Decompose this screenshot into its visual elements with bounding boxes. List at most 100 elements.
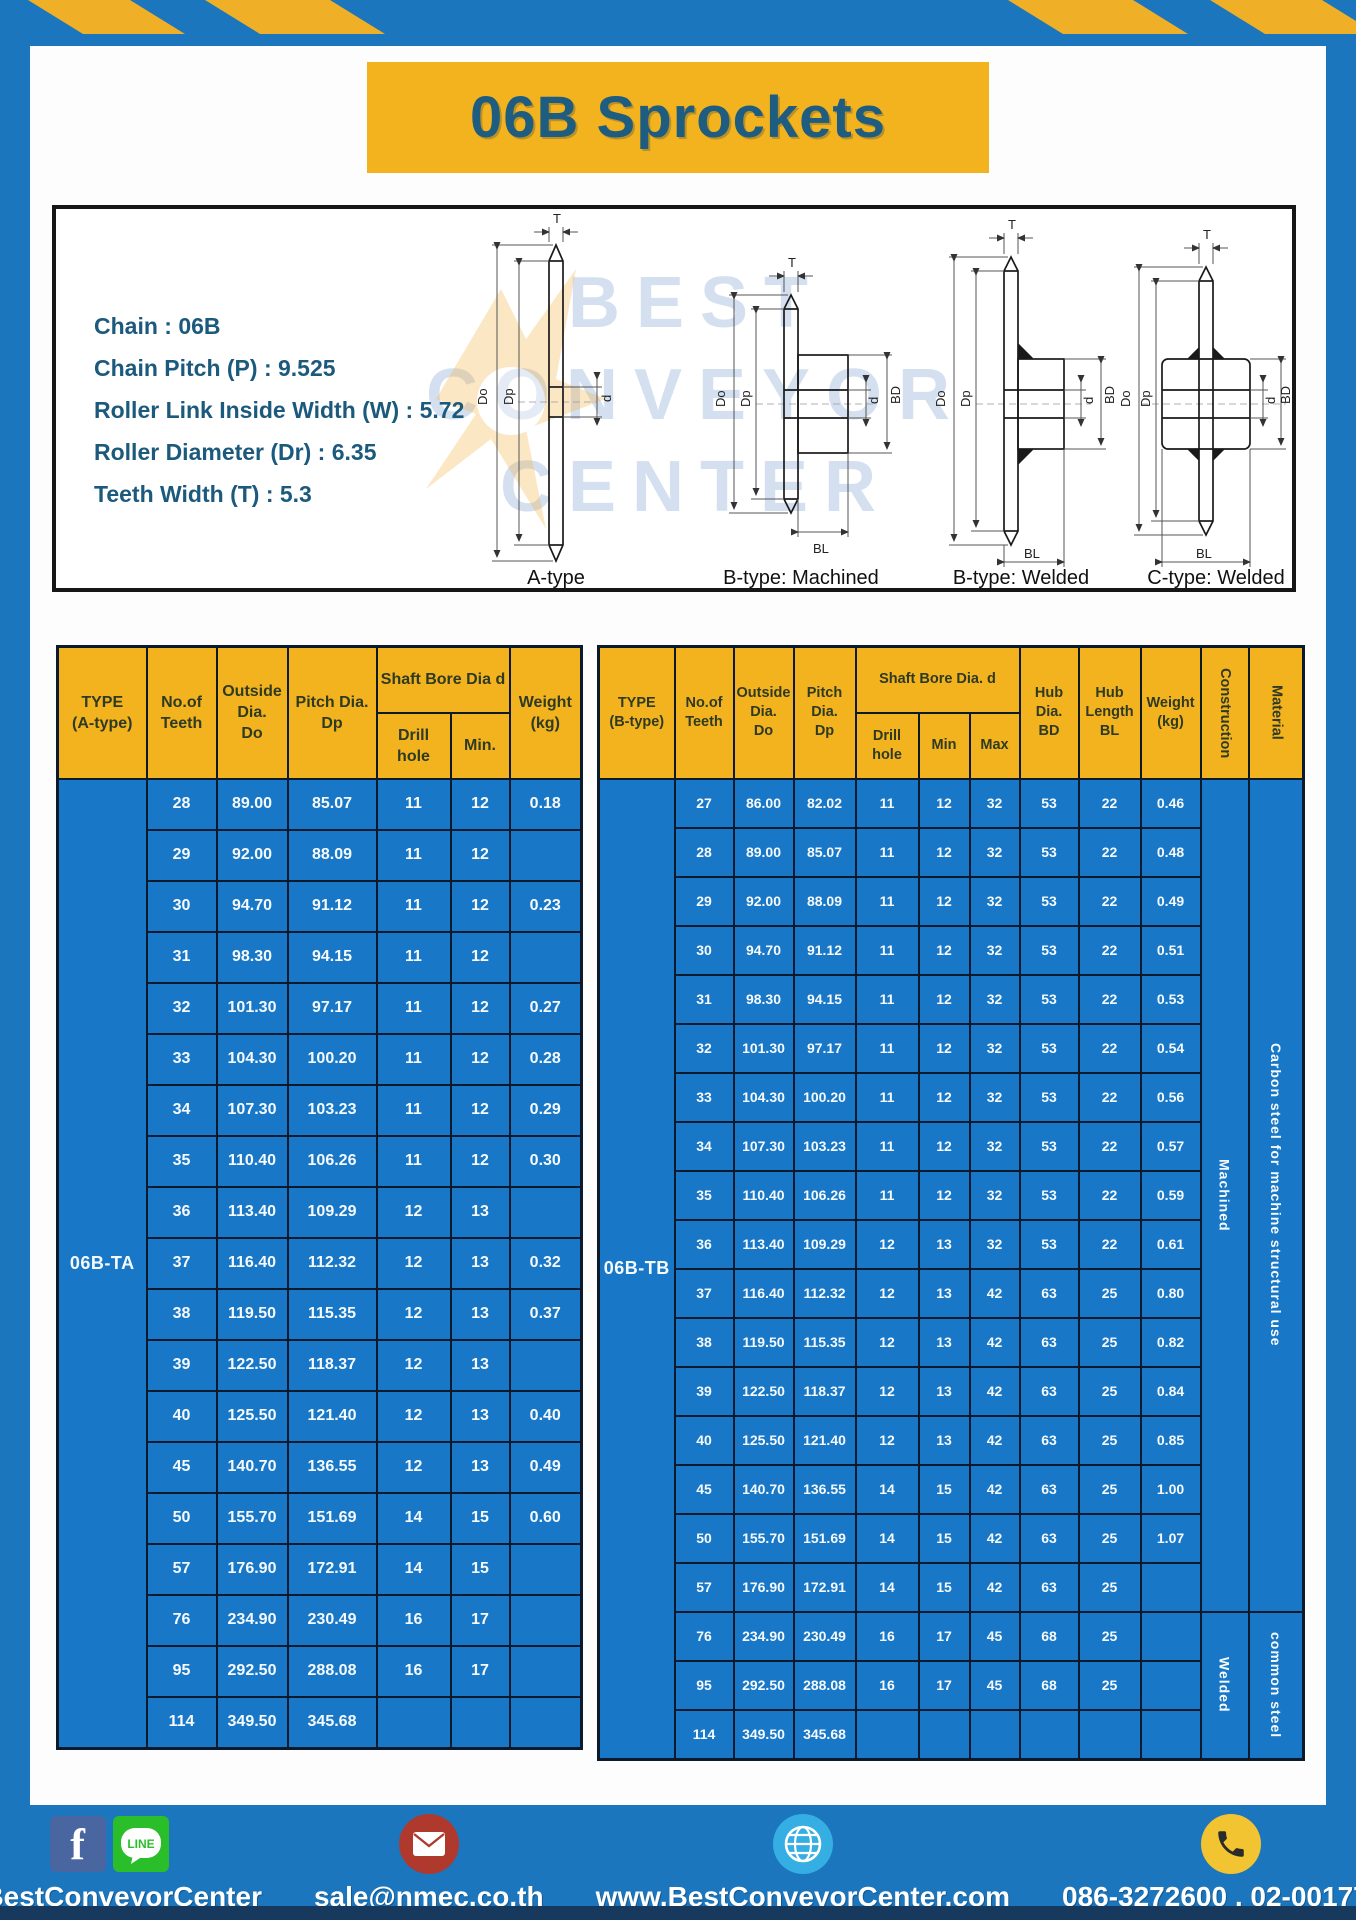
table-cell: 91.12	[286, 879, 378, 933]
svg-text:Do: Do	[713, 390, 728, 407]
table-cell: 109.29	[286, 1185, 378, 1239]
table-cell: 11	[854, 826, 920, 878]
table-cell: 121.40	[792, 1414, 857, 1466]
table-cell	[508, 1593, 583, 1647]
table-cell: 98.30	[732, 973, 795, 1025]
col-header-material: Material	[1247, 645, 1305, 780]
table-row: 50 155.70 151.69 14 15 0.60	[58, 1491, 583, 1545]
table-cell: 22	[1077, 1169, 1142, 1221]
table-cell: 32	[968, 1071, 1021, 1123]
table-cell: 11	[854, 777, 920, 829]
drawing-c-type-welded: T Do Dp d BD	[1118, 227, 1292, 588]
type-label: 06B-TA	[56, 777, 148, 1749]
svg-text:T: T	[1203, 227, 1211, 242]
table-row: 45 140.70 136.55 12 13 0.49	[58, 1440, 583, 1494]
table-cell: 118.37	[286, 1338, 378, 1392]
table-cell: 25	[1077, 1512, 1142, 1564]
table-cell: 42	[968, 1463, 1021, 1515]
table-cell: 95	[673, 1659, 735, 1711]
table-row: 36 113.40 109.29 12 13	[58, 1185, 583, 1239]
table-cell: 94.15	[286, 930, 378, 984]
svg-text:Dp: Dp	[501, 388, 516, 405]
table-cell: 15	[917, 1561, 971, 1613]
table-cell	[1139, 1561, 1202, 1613]
table-cell: 63	[1018, 1365, 1080, 1417]
table-cell: 0.80	[1139, 1267, 1202, 1319]
table-cell: 100.20	[286, 1032, 378, 1086]
table-cell: 122.50	[215, 1338, 289, 1392]
spec-line: Teeth Width (T) : 5.3	[94, 481, 312, 507]
table-row: 40 125.50 121.40 12 13 42 63 25 0.85	[599, 1414, 1304, 1466]
caption-a-type: A-type	[527, 567, 585, 588]
table-row: 34 107.30 103.23 11 12 32 53 22 0.57	[599, 1120, 1304, 1172]
table-row: 30 94.70 91.12 11 12 32 53 22 0.51	[599, 924, 1304, 976]
table-cell: 89.00	[732, 826, 795, 878]
table-cell: 12	[449, 828, 511, 882]
table-cell: 12	[854, 1414, 920, 1466]
table-cell: 136.55	[792, 1463, 857, 1515]
table-cell: 12	[917, 1120, 971, 1172]
table-row: 114 349.50 345.68	[599, 1708, 1304, 1760]
svg-text:d: d	[1263, 397, 1278, 404]
table-cell: 234.90	[732, 1610, 795, 1662]
table-cell: 36	[145, 1185, 218, 1239]
table-cell	[508, 1542, 583, 1596]
spec-line: Chain : 06B	[94, 313, 221, 339]
globe-icon[interactable]	[772, 1814, 833, 1874]
table-cell	[508, 828, 583, 882]
table-cell: 25	[1077, 1267, 1142, 1319]
table-cell: 11	[375, 1032, 452, 1086]
table-cell: 27	[673, 777, 735, 829]
table-row: 39 122.50 118.37 12 13	[58, 1338, 583, 1392]
svg-text:BL: BL	[1196, 546, 1212, 561]
table-cell: 68	[1018, 1659, 1080, 1711]
table-cell: 136.55	[286, 1440, 378, 1494]
table-cell: 12	[375, 1185, 452, 1239]
table-cell: 38	[673, 1316, 735, 1368]
table-cell: 14	[375, 1491, 452, 1545]
table-cell: 12	[449, 981, 511, 1035]
spec-line: Chain Pitch (P) : 9.525	[94, 355, 336, 381]
table-cell: 76	[673, 1610, 735, 1662]
table-cell: 104.30	[732, 1071, 795, 1123]
table-cell: 12	[917, 973, 971, 1025]
table-cell: 63	[1018, 1512, 1080, 1564]
table-cell: 37	[145, 1236, 218, 1290]
table-cell: 29	[145, 828, 218, 882]
table-cell: 53	[1018, 1022, 1080, 1074]
facebook-icon[interactable]: f	[49, 1816, 106, 1872]
drawing-b-type-machined: T Do Dp d BD	[713, 255, 903, 588]
line-icon[interactable]: LINE	[112, 1816, 169, 1872]
table-cell	[1077, 1708, 1142, 1760]
table-cell: 12	[375, 1338, 452, 1392]
table-cell: 101.30	[215, 981, 289, 1035]
table-cell: 0.27	[508, 981, 583, 1035]
phone-icon[interactable]	[1200, 1814, 1261, 1874]
table-row: 31 98.30 94.15 11 12	[58, 930, 583, 984]
table-cell: 176.90	[732, 1561, 795, 1613]
table-cell: 17	[449, 1644, 511, 1698]
table-cell: 1.00	[1139, 1463, 1202, 1515]
table-cell: 12	[854, 1218, 920, 1270]
svg-text:Dp: Dp	[958, 390, 973, 407]
table-row: 39 122.50 118.37 12 13 42 63 25 0.84	[599, 1365, 1304, 1417]
svg-text:LINE: LINE	[127, 1837, 154, 1851]
table-cell: 45	[968, 1659, 1021, 1711]
table-cell: 345.68	[286, 1695, 378, 1749]
table-cell: 155.70	[732, 1512, 795, 1564]
table-cell: 107.30	[732, 1120, 795, 1172]
spec-line: Roller Link Inside Width (W) : 5.72	[94, 397, 465, 423]
table-cell: 28	[673, 826, 735, 878]
table-cell: 12	[854, 1365, 920, 1417]
table-cell: 14	[854, 1561, 920, 1613]
table-cell: 32	[968, 875, 1021, 927]
table-cell: 13	[917, 1218, 971, 1270]
table-cell	[1139, 1659, 1202, 1711]
table-cell: 38	[145, 1287, 218, 1341]
table-cell: 12	[917, 924, 971, 976]
col-header-pitch-dia: Pitch Dia. Dp	[792, 645, 857, 780]
email-icon[interactable]	[398, 1814, 459, 1874]
col-header-pitch-dia: Pitch Dia. Dp	[286, 645, 378, 780]
table-cell	[854, 1708, 920, 1760]
table-cell: 112.32	[286, 1236, 378, 1290]
